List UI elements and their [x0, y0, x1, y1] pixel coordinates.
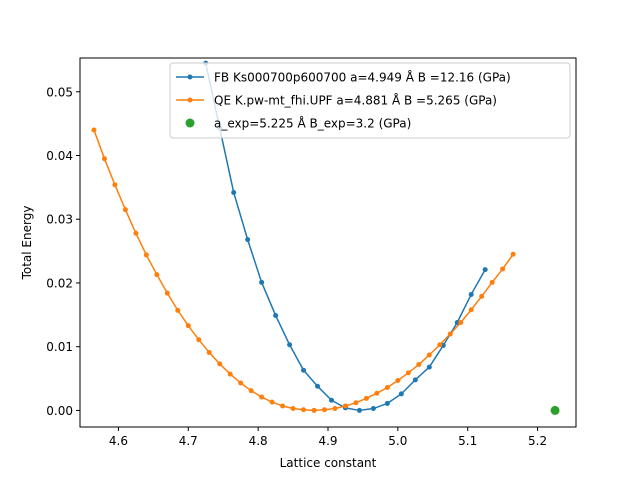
- data-point: [280, 403, 286, 409]
- x-tick-label: 4.9: [318, 434, 337, 448]
- data-point: [468, 291, 474, 297]
- data-point: [154, 272, 160, 278]
- data-point: [416, 362, 422, 368]
- data-point: [122, 207, 128, 213]
- data-point: [301, 407, 307, 413]
- legend-box: [169, 62, 571, 139]
- data-point: [143, 252, 149, 258]
- series-2: [550, 405, 560, 415]
- data-point: [468, 307, 474, 313]
- data-point: [482, 267, 488, 273]
- data-point: [259, 394, 265, 400]
- y-tick-label: 0.03: [46, 213, 73, 227]
- x-tick-label: 5.2: [528, 434, 547, 448]
- data-point: [231, 189, 237, 195]
- data-point: [447, 331, 453, 337]
- data-point: [245, 237, 251, 243]
- data-point: [550, 405, 560, 415]
- data-point: [353, 400, 359, 406]
- x-tick-label: 4.8: [249, 434, 268, 448]
- data-point: [133, 230, 139, 236]
- data-point: [248, 388, 254, 394]
- data-point: [398, 391, 404, 397]
- y-axis-label: Total Energy: [20, 206, 34, 281]
- data-point: [206, 349, 212, 355]
- data-point: [437, 342, 443, 348]
- legend-entry-qe: QE K.pw-mt_fhi.UPF a=4.881 Å B =5.265 (G…: [176, 93, 497, 108]
- legend-marker-fb: [187, 74, 193, 80]
- data-point: [238, 380, 244, 386]
- x-tick-label: 5.0: [388, 434, 407, 448]
- data-point: [259, 279, 265, 285]
- data-point: [196, 337, 202, 343]
- data-point: [290, 406, 296, 412]
- data-point: [217, 361, 223, 367]
- data-point: [384, 384, 390, 390]
- y-tick-label: 0.04: [46, 149, 73, 163]
- data-point: [489, 279, 495, 285]
- data-point: [454, 319, 460, 325]
- legend: FB Ks000700p600700 a=4.949 Å B =12.16 (G…: [169, 62, 571, 139]
- legend-entry-fb: FB Ks000700p600700 a=4.949 Å B =12.16 (G…: [176, 70, 511, 85]
- legend-entry-exp: a_exp=5.225 Å B_exp=3.2 (GPa): [185, 116, 411, 131]
- data-point: [227, 371, 233, 377]
- y-tick-label: 0.05: [46, 85, 73, 99]
- data-point: [315, 383, 321, 389]
- data-point: [374, 390, 380, 396]
- series-layer: [91, 60, 560, 415]
- data-point: [412, 377, 418, 383]
- y-ticks: 0.00 0.01 0.02 0.03 0.04 0.05: [46, 85, 80, 418]
- data-point: [479, 293, 485, 299]
- legend-marker-qe: [187, 97, 193, 103]
- data-point: [384, 400, 390, 406]
- legend-label-fb: FB Ks000700p600700 a=4.949 Å B =12.16 (G…: [214, 70, 511, 85]
- data-point: [500, 266, 506, 272]
- series-1: [91, 127, 516, 413]
- data-point: [112, 182, 118, 188]
- data-point: [426, 352, 432, 358]
- data-point: [164, 290, 170, 296]
- data-point: [311, 407, 317, 413]
- data-point: [356, 407, 362, 413]
- data-point: [101, 156, 107, 162]
- data-point: [273, 312, 279, 318]
- legend-label-qe: QE K.pw-mt_fhi.UPF a=4.881 Å B =5.265 (G…: [214, 93, 497, 108]
- data-point: [322, 407, 328, 413]
- data-point: [426, 364, 432, 370]
- data-point: [342, 403, 348, 409]
- data-point: [458, 319, 464, 325]
- data-point: [301, 367, 307, 373]
- y-tick-label: 0.01: [46, 340, 73, 354]
- data-point: [395, 377, 401, 383]
- data-point: [185, 323, 191, 329]
- data-point: [510, 251, 516, 257]
- data-point: [269, 399, 275, 405]
- data-point: [363, 395, 369, 401]
- data-point: [287, 342, 293, 348]
- x-tick-label: 5.1: [458, 434, 477, 448]
- legend-label-exp: a_exp=5.225 Å B_exp=3.2 (GPa): [214, 116, 411, 131]
- data-point: [370, 406, 376, 412]
- data-point: [405, 370, 411, 376]
- y-tick-label: 0.00: [46, 404, 73, 418]
- x-tick-label: 4.7: [179, 434, 198, 448]
- x-tick-label: 4.6: [109, 434, 128, 448]
- data-point: [328, 397, 334, 403]
- y-tick-label: 0.02: [46, 276, 73, 290]
- legend-marker-exp: [185, 118, 195, 128]
- data-point: [91, 127, 97, 133]
- data-point: [332, 406, 338, 412]
- x-ticks: 4.6 4.7 4.8 4.9 5.0 5.1 5.2: [109, 427, 547, 448]
- data-point: [175, 307, 181, 313]
- x-axis-label: Lattice constant: [280, 456, 377, 470]
